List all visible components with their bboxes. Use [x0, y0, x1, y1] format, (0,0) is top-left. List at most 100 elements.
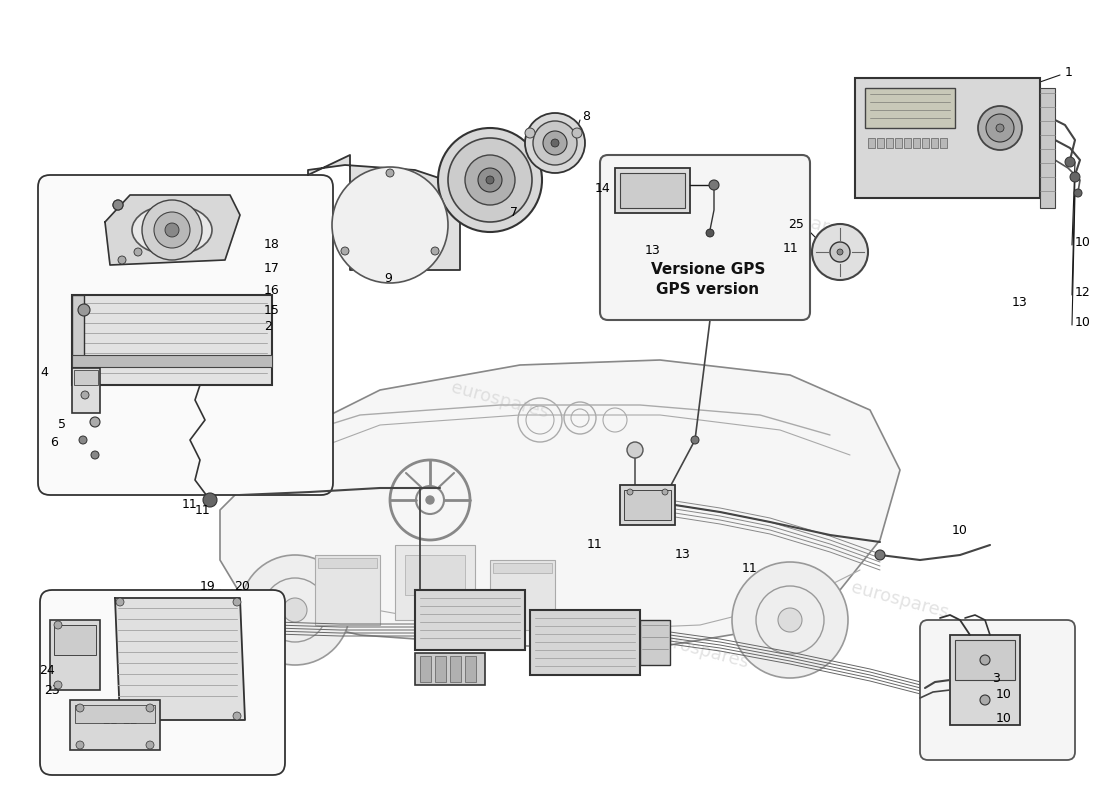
Text: 13: 13 — [1012, 295, 1027, 309]
Text: 15: 15 — [264, 303, 279, 317]
Text: 6: 6 — [51, 435, 58, 449]
Circle shape — [78, 304, 90, 316]
Bar — [405, 555, 465, 595]
Bar — [72, 295, 84, 385]
Bar — [50, 620, 100, 690]
Circle shape — [113, 200, 123, 210]
Text: 10: 10 — [1075, 315, 1091, 329]
Ellipse shape — [132, 205, 212, 255]
Bar — [624, 490, 671, 520]
Bar — [855, 78, 1040, 198]
Circle shape — [113, 200, 123, 210]
Circle shape — [90, 417, 100, 427]
Bar — [615, 168, 690, 213]
Bar — [415, 653, 485, 685]
Text: 13: 13 — [675, 549, 691, 562]
Circle shape — [1065, 157, 1075, 167]
Circle shape — [146, 704, 154, 712]
Text: 16: 16 — [264, 283, 279, 297]
Text: 23: 23 — [44, 683, 59, 697]
Text: 11: 11 — [195, 503, 211, 517]
Circle shape — [486, 176, 494, 184]
Bar — [395, 545, 475, 620]
Text: 11: 11 — [742, 562, 758, 574]
Text: 10: 10 — [953, 523, 968, 537]
Bar — [950, 635, 1020, 725]
Circle shape — [627, 442, 644, 458]
Bar — [640, 620, 670, 665]
Bar — [620, 173, 685, 208]
Bar — [75, 705, 155, 723]
Bar — [530, 610, 640, 675]
Text: 18: 18 — [264, 238, 279, 251]
Bar — [315, 555, 379, 625]
Text: eurospares: eurospares — [449, 378, 551, 422]
Bar — [434, 656, 446, 682]
Text: 14: 14 — [594, 182, 610, 194]
FancyBboxPatch shape — [600, 155, 810, 320]
Circle shape — [81, 391, 89, 399]
Circle shape — [76, 704, 84, 712]
Bar — [877, 138, 884, 148]
Bar — [940, 138, 947, 148]
Bar — [493, 563, 552, 573]
Circle shape — [691, 436, 698, 444]
Circle shape — [465, 155, 515, 205]
Bar — [913, 138, 920, 148]
Circle shape — [986, 114, 1014, 142]
Polygon shape — [220, 360, 900, 650]
Circle shape — [118, 256, 127, 264]
Circle shape — [165, 223, 179, 237]
Bar — [54, 625, 96, 655]
Circle shape — [778, 608, 802, 632]
Circle shape — [978, 106, 1022, 150]
Bar — [490, 560, 556, 630]
Circle shape — [431, 247, 439, 255]
Circle shape — [283, 598, 307, 622]
Bar — [72, 355, 272, 367]
Text: 2: 2 — [264, 321, 272, 334]
Text: 12: 12 — [1075, 286, 1091, 298]
Text: 24: 24 — [40, 663, 55, 677]
Bar — [74, 370, 98, 385]
Text: 11: 11 — [587, 538, 603, 551]
Circle shape — [240, 555, 350, 665]
Text: 7: 7 — [510, 206, 518, 219]
Text: 8: 8 — [582, 110, 590, 122]
Circle shape — [732, 562, 848, 678]
Bar — [865, 88, 955, 128]
Text: 1: 1 — [1065, 66, 1072, 78]
FancyBboxPatch shape — [39, 175, 333, 495]
Bar — [450, 656, 461, 682]
Circle shape — [438, 128, 542, 232]
Text: 5: 5 — [58, 418, 66, 431]
Text: eurospares: eurospares — [150, 198, 251, 242]
Circle shape — [551, 139, 559, 147]
Text: 21: 21 — [102, 714, 118, 726]
Text: GPS version: GPS version — [657, 282, 760, 298]
Bar — [465, 656, 476, 682]
Circle shape — [980, 695, 990, 705]
Circle shape — [980, 655, 990, 665]
Circle shape — [525, 113, 585, 173]
Text: eurospares: eurospares — [849, 578, 950, 622]
Circle shape — [837, 249, 843, 255]
Circle shape — [142, 200, 202, 260]
Text: 19: 19 — [199, 581, 214, 594]
Text: 17: 17 — [264, 262, 279, 275]
Circle shape — [448, 138, 532, 222]
Circle shape — [1070, 172, 1080, 182]
Bar — [955, 640, 1015, 680]
Circle shape — [146, 741, 154, 749]
Circle shape — [1074, 189, 1082, 197]
Text: 10: 10 — [996, 689, 1012, 702]
Text: eurospares: eurospares — [649, 628, 750, 672]
Bar — [420, 656, 431, 682]
Text: 11: 11 — [782, 242, 797, 254]
Circle shape — [204, 493, 217, 507]
Circle shape — [91, 451, 99, 459]
Bar — [904, 138, 911, 148]
Text: 11: 11 — [183, 498, 198, 511]
Circle shape — [154, 212, 190, 248]
Text: 22: 22 — [122, 714, 138, 726]
